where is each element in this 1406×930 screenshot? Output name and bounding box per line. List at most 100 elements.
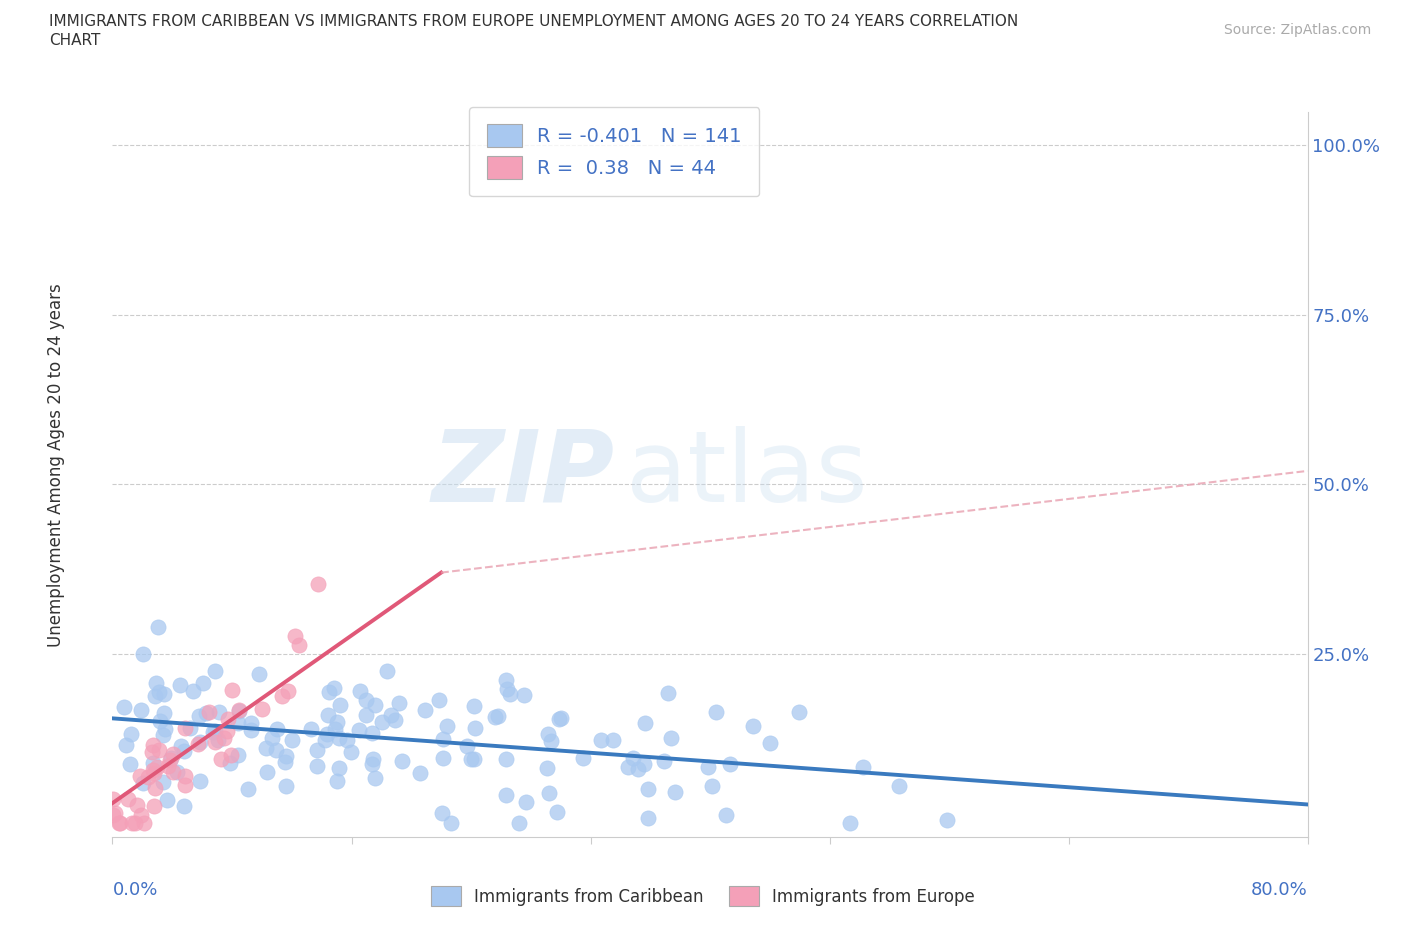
Point [329, 698, 352, 712]
Point [132, 816, 155, 830]
Point [181, 684, 204, 698]
Point [148, 742, 170, 757]
Point [236, 781, 259, 796]
Point [226, 747, 249, 762]
Point [277, 684, 299, 698]
Point [274, 754, 297, 769]
Point [621, 751, 644, 765]
Point [142, 756, 165, 771]
Point [125, 798, 148, 813]
Point [787, 705, 810, 720]
Point [266, 721, 288, 736]
Point [132, 776, 155, 790]
Point [336, 733, 359, 748]
Text: CHART: CHART [49, 33, 101, 47]
Point [488, 709, 510, 724]
Point [384, 712, 406, 727]
Point [129, 768, 152, 783]
Point [380, 708, 402, 723]
Point [120, 756, 142, 771]
Point [281, 733, 304, 748]
Point [326, 774, 349, 789]
Point [103, 791, 125, 806]
Point [496, 682, 519, 697]
Point [131, 646, 153, 661]
Point [316, 708, 339, 723]
Point [219, 748, 242, 763]
Point [157, 758, 180, 773]
Point [360, 725, 382, 740]
Point [217, 724, 239, 738]
Point [247, 667, 270, 682]
Point [464, 721, 486, 736]
Point [288, 638, 311, 653]
Point [204, 734, 226, 749]
Point [221, 683, 243, 698]
Point [120, 726, 142, 741]
Point [704, 704, 727, 719]
Point [209, 751, 232, 766]
Point [284, 629, 307, 644]
Text: Unemployment Among Ages 20 to 24 years: Unemployment Among Ages 20 to 24 years [48, 283, 65, 647]
Text: 0.0%: 0.0% [112, 881, 157, 898]
Point [188, 708, 211, 723]
Point [935, 813, 957, 828]
Point [318, 684, 340, 699]
Point [495, 751, 517, 766]
Point [103, 805, 125, 820]
Point [652, 753, 675, 768]
Point [700, 778, 723, 793]
Point [456, 738, 478, 753]
Point [146, 619, 169, 634]
Point [364, 698, 387, 712]
Point [187, 737, 209, 751]
Point [664, 785, 686, 800]
Legend: Immigrants from Caribbean, Immigrants from Europe: Immigrants from Caribbean, Immigrants fr… [425, 880, 981, 912]
Point [852, 760, 875, 775]
Legend: R = -0.401   N = 141, R =  0.38   N = 44: R = -0.401 N = 141, R = 0.38 N = 44 [470, 107, 759, 196]
Point [264, 743, 287, 758]
Point [141, 745, 163, 760]
Point [659, 730, 682, 745]
Point [142, 798, 165, 813]
Point [212, 731, 235, 746]
Point [155, 722, 177, 737]
Point [198, 705, 221, 720]
Point [322, 681, 344, 696]
Point [696, 760, 718, 775]
Point [204, 724, 226, 738]
Point [512, 687, 534, 702]
Point [146, 759, 169, 774]
Point [274, 749, 297, 764]
Point [323, 722, 346, 737]
Point [463, 751, 485, 766]
Point [149, 713, 172, 728]
Point [143, 689, 166, 704]
Point [170, 739, 193, 754]
Point [114, 737, 136, 752]
Point [537, 786, 560, 801]
Point [537, 727, 560, 742]
Point [173, 799, 195, 814]
Point [124, 816, 146, 830]
Point [391, 753, 413, 768]
Point [591, 732, 613, 747]
Point [207, 732, 229, 747]
Point [166, 764, 188, 779]
Point [129, 808, 152, 823]
Point [495, 672, 517, 687]
Point [270, 689, 292, 704]
Point [195, 705, 218, 720]
Point [117, 791, 139, 806]
Point [413, 702, 436, 717]
Point [129, 702, 152, 717]
Point [305, 758, 328, 773]
Point [347, 723, 370, 737]
Point [274, 778, 297, 793]
Point [354, 693, 377, 708]
Point [101, 808, 124, 823]
Point [112, 699, 135, 714]
Point [349, 683, 371, 698]
Point [388, 696, 411, 711]
Point [204, 664, 226, 679]
